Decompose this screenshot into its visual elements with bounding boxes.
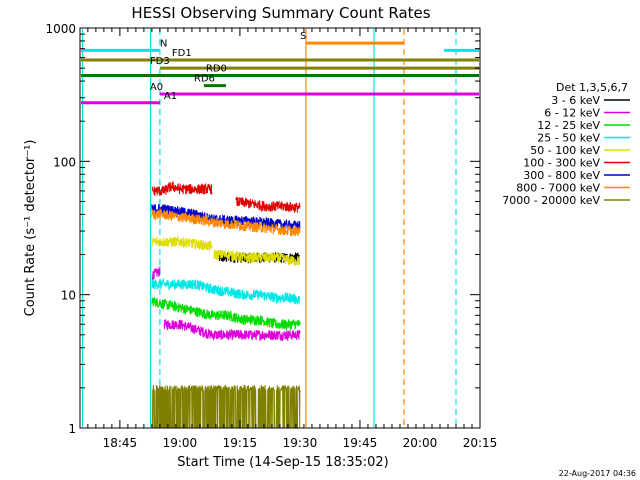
y-tick-label: 1000 xyxy=(45,22,76,36)
legend-entry-label: 3 - 6 keV xyxy=(551,94,600,107)
legend-entry-label: 50 - 100 keV xyxy=(530,144,600,157)
y-tick-label: 1 xyxy=(68,422,76,436)
legend-entry-label: 6 - 12 keV xyxy=(544,107,600,120)
x-tick-label: 19:45 xyxy=(343,436,378,450)
y-tick-label: 100 xyxy=(53,155,76,169)
x-tick-label: 19:00 xyxy=(163,436,198,450)
flag-label: N xyxy=(160,38,167,49)
series-line xyxy=(151,296,301,331)
series-line xyxy=(151,207,301,237)
legend-title: Det 1,3,5,6,7 xyxy=(556,81,628,94)
flag-label: RD6 xyxy=(194,74,215,85)
flag-label: A0 xyxy=(150,82,163,93)
x-tick-label: 19:30 xyxy=(283,436,318,450)
axes-layer: 1 10 100 1000 18:45 19:00 19:15 19:30 19:45 20:00… xyxy=(45,22,497,450)
x-tick-label: 18:45 xyxy=(103,436,138,450)
series-line xyxy=(235,196,301,213)
legend-entry-label: 100 - 300 keV xyxy=(523,157,600,170)
series-line xyxy=(151,236,213,251)
series-line xyxy=(213,249,301,267)
series-line xyxy=(151,266,161,280)
legend-entry-label: 12 - 25 keV xyxy=(537,119,600,132)
flag-label: A1 xyxy=(164,91,177,102)
x-tick-label: 20:00 xyxy=(403,436,438,450)
y-tick-label: 10 xyxy=(61,289,76,303)
legend-entry-label: 800 - 7000 keV xyxy=(516,182,600,195)
series-line xyxy=(151,180,213,197)
flag-label: FD1 xyxy=(172,48,192,59)
series-layer xyxy=(151,180,301,429)
legend-entry-label: 7000 - 20000 keV xyxy=(502,194,600,207)
flag-label: S xyxy=(300,31,306,42)
series-line xyxy=(163,319,301,342)
x-tick-label: 20:15 xyxy=(463,436,498,450)
flag-label: FD3 xyxy=(150,56,170,67)
y-axis-label: Count Rate (s⁻¹ detector⁻¹) xyxy=(23,140,38,317)
flag-label: RD0 xyxy=(206,64,227,75)
legend-entry-label: 25 - 50 keV xyxy=(537,132,600,145)
x-axis-label: Start Time (14-Sep-15 18:35:02) xyxy=(177,455,388,470)
series-line xyxy=(151,384,301,429)
x-tick-label: 19:15 xyxy=(223,436,258,450)
timestamp-label: 22-Aug-2017 04:36 xyxy=(559,469,636,478)
series-line xyxy=(151,277,301,305)
chart-title: HESSI Observing Summary Count Rates xyxy=(131,4,430,22)
legend-entry-label: 300 - 800 keV xyxy=(523,169,600,182)
